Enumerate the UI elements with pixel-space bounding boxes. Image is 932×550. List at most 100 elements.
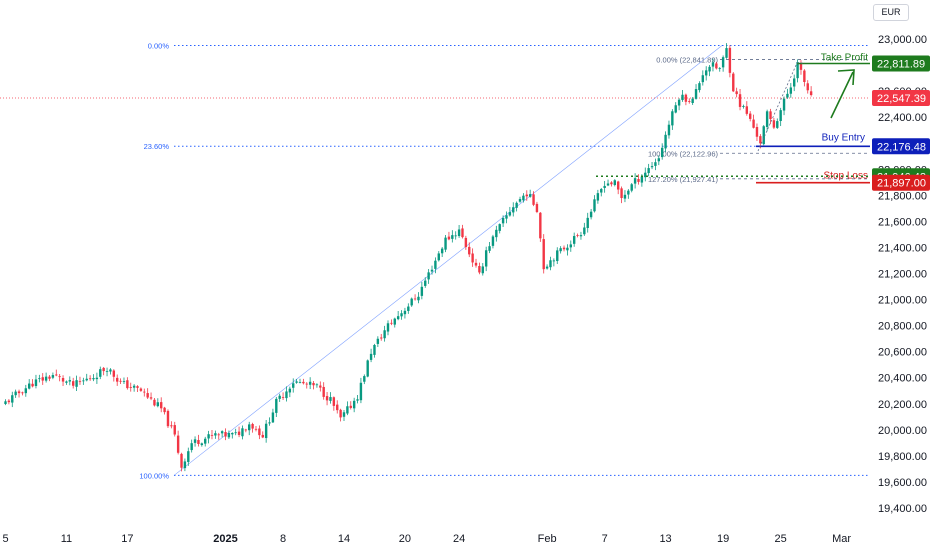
fib-lines-layer: 0.00% 23.60% 100.00% 0.00% (22,841.89) 100.0… xyxy=(0,42,870,480)
target-arrow-head xyxy=(837,69,855,86)
candle-body xyxy=(623,194,627,199)
candle-body xyxy=(566,247,569,251)
candle-body xyxy=(630,184,633,191)
candle-body xyxy=(728,47,732,73)
candle-body xyxy=(688,101,691,102)
candles-layer xyxy=(4,43,813,472)
candle-body xyxy=(464,237,468,248)
candle-body xyxy=(620,188,623,199)
price-tick-label: 20,000.00 xyxy=(878,425,927,437)
candle-body xyxy=(654,162,657,166)
candle-body xyxy=(315,384,319,386)
candle-body xyxy=(488,246,491,251)
price-tick-label: 21,600.00 xyxy=(878,216,927,228)
candle-body xyxy=(742,106,745,107)
candle-body xyxy=(776,121,779,128)
date-tick-label: 8 xyxy=(280,533,286,545)
candle-body xyxy=(779,110,782,122)
candle-body xyxy=(528,194,532,197)
candle-body xyxy=(295,381,298,383)
date-tick-label: 25 xyxy=(775,533,787,545)
candle-body xyxy=(471,253,474,263)
date-tick-label: 13 xyxy=(659,533,671,545)
candle-body xyxy=(241,428,244,437)
candle-body xyxy=(424,280,427,286)
candle-body xyxy=(562,247,566,250)
candle-body xyxy=(332,397,336,406)
candle-body xyxy=(671,111,674,126)
candle-body xyxy=(285,391,288,399)
candle-body xyxy=(413,298,417,300)
candle-body xyxy=(254,428,258,430)
candle-body xyxy=(95,377,99,380)
candle-body xyxy=(782,98,786,111)
currency-label[interactable]: EUR xyxy=(873,4,909,21)
candle-body xyxy=(718,68,721,69)
candle-body xyxy=(684,94,688,102)
candle-body xyxy=(732,73,735,92)
candle-body xyxy=(640,176,644,183)
candle-body xyxy=(227,433,231,438)
candle-body xyxy=(139,388,143,391)
candle-body xyxy=(244,429,248,431)
candle-body xyxy=(373,345,376,355)
candle-body xyxy=(82,380,85,382)
candle-body xyxy=(308,381,312,385)
candle-body xyxy=(352,400,356,409)
candle-body xyxy=(376,338,380,344)
candle-body xyxy=(264,423,268,439)
candle-body xyxy=(633,178,637,184)
candle-body xyxy=(126,380,129,389)
candle-body xyxy=(793,78,796,87)
candle-body xyxy=(694,89,698,99)
candle-body xyxy=(752,119,755,128)
candle-body xyxy=(572,236,576,244)
fib-retracement-label: 23.60% xyxy=(144,142,170,151)
annotations-layer: Take Profit Buy Entry Stop Loss xyxy=(596,53,870,184)
price-tick-label: 21,000.00 xyxy=(878,295,927,307)
stop-loss-badge xyxy=(872,174,930,191)
buy-entry-badge-text: 22,176.48 xyxy=(877,141,926,153)
candle-body xyxy=(298,382,302,384)
candle-body xyxy=(11,395,14,403)
candle-body xyxy=(14,391,17,396)
candle-body xyxy=(359,382,363,401)
candle-body xyxy=(390,322,393,324)
candle-body xyxy=(336,404,339,411)
candle-body xyxy=(762,126,765,145)
stop-loss-label: Stop Loss xyxy=(824,171,868,182)
candle-body xyxy=(122,381,126,382)
candle-body xyxy=(789,87,793,94)
price-tick-label: 21,800.00 xyxy=(878,190,927,202)
candle-body xyxy=(346,406,349,414)
candle-body xyxy=(349,405,352,408)
candle-body xyxy=(329,397,332,401)
candle-body xyxy=(170,425,173,427)
candle-body xyxy=(481,266,484,274)
candle-body xyxy=(180,453,183,468)
candle-body xyxy=(505,215,508,219)
candle-body xyxy=(603,185,606,188)
candle-body xyxy=(711,62,715,67)
candle-body xyxy=(369,353,373,360)
candle-body xyxy=(31,383,34,387)
candle-body xyxy=(176,435,180,453)
candle-body xyxy=(606,183,610,186)
candle-body xyxy=(417,296,420,301)
candle-body xyxy=(183,461,187,469)
candle-body xyxy=(495,229,498,238)
current-price-badge-text: 22,547.39 xyxy=(877,93,926,105)
candle-body xyxy=(579,235,583,237)
candle-body xyxy=(102,367,105,372)
candle-body xyxy=(769,111,772,120)
candle-body xyxy=(214,433,217,436)
candle-body xyxy=(109,369,112,372)
candle-body xyxy=(363,376,366,382)
candle-body xyxy=(305,383,308,385)
candle-body xyxy=(491,236,495,246)
candle-body xyxy=(105,371,109,372)
candle-body xyxy=(410,298,413,306)
candle-body xyxy=(173,425,176,435)
candle-body xyxy=(478,266,481,273)
